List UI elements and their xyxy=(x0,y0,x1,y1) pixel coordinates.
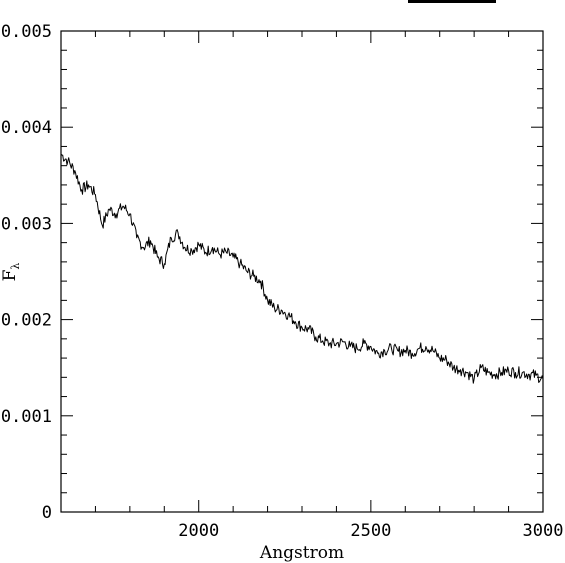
y-tick-labels: 0 0.001 0.002 0.003 0.004 0.005 xyxy=(1,22,52,523)
x-tick-label: 3000 xyxy=(523,521,564,541)
x-tick-label: 2500 xyxy=(350,521,391,541)
y-tick-label: 0 xyxy=(42,503,52,523)
y-tick-label: 0.001 xyxy=(1,407,52,427)
y-axis-title: Fλ xyxy=(0,263,22,282)
plot-frame xyxy=(60,30,544,513)
x-tick-labels: 2000 2500 3000 xyxy=(178,521,563,541)
y-tick-label: 0.004 xyxy=(1,118,52,138)
y-tick-label: 0.003 xyxy=(1,214,52,234)
y-axis-title-main: F xyxy=(0,269,20,281)
x-tick-label: 2000 xyxy=(178,521,219,541)
x-axis-title: Angstrom xyxy=(259,543,344,563)
top-label-fragment xyxy=(408,0,496,3)
spectrum-line xyxy=(60,153,544,384)
y-tick-label: 0.002 xyxy=(1,311,52,331)
axis-ticks xyxy=(60,30,544,513)
y-axis-title-subscript: λ xyxy=(9,263,22,270)
y-tick-label: 0.005 xyxy=(1,22,52,42)
